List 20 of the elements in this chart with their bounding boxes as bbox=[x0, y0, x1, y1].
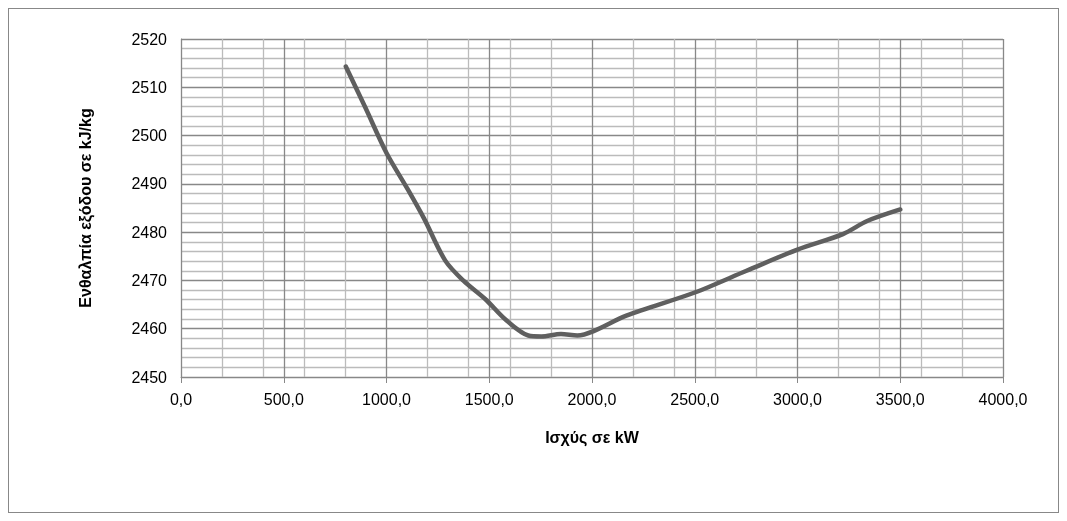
y-axis-title: Ενθαλπία εξόδου σε kJ/kg bbox=[76, 108, 95, 308]
x-tick-label: 3000,0 bbox=[773, 390, 823, 408]
x-tick-label: 2000,0 bbox=[567, 390, 617, 408]
x-axis-title: Ισχύς σε kW bbox=[545, 428, 640, 447]
y-tick-label: 2520 bbox=[131, 30, 168, 48]
x-tick-label: 3500,0 bbox=[875, 390, 925, 408]
x-tick-label: 1000,0 bbox=[362, 390, 412, 408]
x-tick-label: 500,0 bbox=[263, 390, 304, 408]
x-tick-label: 2500,0 bbox=[670, 390, 720, 408]
y-tick-label: 2450 bbox=[131, 368, 168, 386]
y-tick-label: 2500 bbox=[131, 127, 168, 145]
x-tick-label: 0,0 bbox=[169, 390, 193, 408]
y-tick-label: 2460 bbox=[131, 320, 168, 338]
line-series bbox=[343, 64, 903, 339]
y-tick-label: 2510 bbox=[131, 78, 168, 96]
x-tick-label: 4000,0 bbox=[978, 390, 1028, 408]
y-tick-label: 2480 bbox=[131, 223, 168, 241]
x-tick-label: 1500,0 bbox=[464, 390, 514, 408]
y-tick-label: 2470 bbox=[131, 271, 168, 289]
y-tick-label: 2490 bbox=[131, 175, 168, 193]
